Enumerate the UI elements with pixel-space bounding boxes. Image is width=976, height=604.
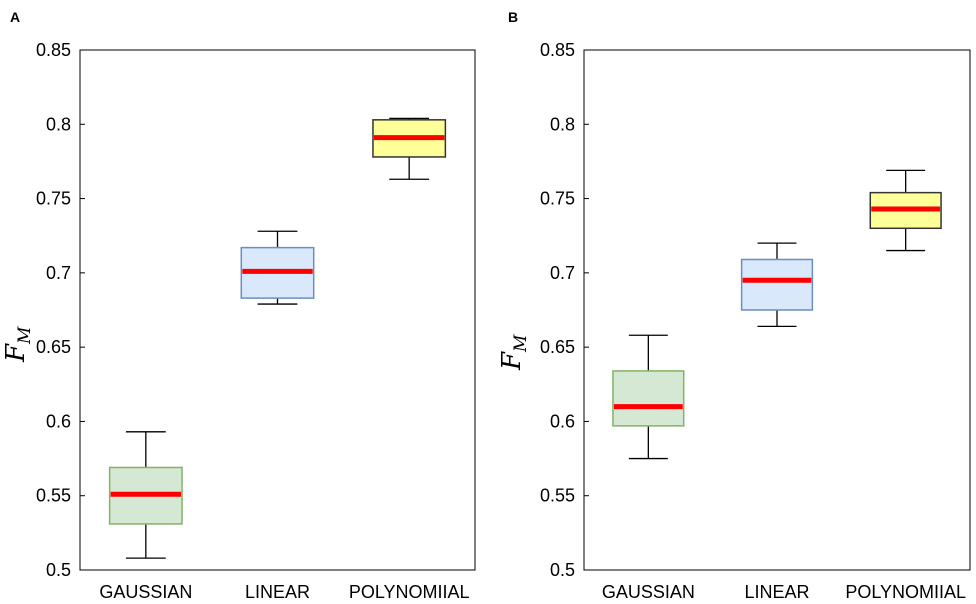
panel-a-box-linear bbox=[240, 230, 315, 305]
panel-a-label: A bbox=[10, 9, 20, 25]
panel-b-y-axis-label: FM bbox=[497, 334, 531, 371]
panel-b-y-tick-label: 0.55 bbox=[540, 486, 575, 506]
panel-b-box-gaussian-iqr bbox=[612, 370, 685, 427]
panel-a-box-gaussian bbox=[108, 431, 183, 559]
panel-a-y-tick-label: 0.8 bbox=[46, 114, 71, 134]
panel-a-y-tick-label: 0.55 bbox=[36, 486, 71, 506]
panel-a-y-tick-label: 0.65 bbox=[36, 337, 71, 357]
panel-b-y-tick-label: 0.6 bbox=[550, 411, 575, 431]
panel-b-y-tick-label: 0.8 bbox=[550, 114, 575, 134]
panel-a-y-tick-label: 0.5 bbox=[46, 560, 71, 580]
panel-b-box-linear bbox=[740, 242, 814, 327]
panel-a: A FM 0.5 0.55 0.6 0.65 0.7 0.75 0.8 0.85 GAUSSIA… bbox=[1, 9, 476, 602]
panel-a-plot-frame bbox=[79, 49, 476, 571]
panel-b-label: B bbox=[508, 9, 518, 25]
panel-a-x-tick-label-gaussian: GAUSSIAN bbox=[99, 582, 192, 602]
panel-b-y-tick-label: 0.7 bbox=[550, 263, 575, 283]
panel-b-plot-frame bbox=[583, 49, 971, 571]
panel-a-x-tick-label-linear: LINEAR bbox=[245, 582, 310, 602]
panel-b-x-tick-label-polynomiial: POLYNOMIIAL bbox=[845, 582, 966, 602]
panel-a-x-tick-label-polynomiial: POLYNOMIIAL bbox=[349, 582, 470, 602]
panel-b-x-tick-label-gaussian: GAUSSIAN bbox=[602, 582, 695, 602]
panel-b: B FM 0.5 0.55 0.6 0.65 0.7 0.75 0.8 0.85 GAUSSIA… bbox=[497, 9, 971, 602]
panel-a-y-tick-label: 0.6 bbox=[46, 411, 71, 431]
panel-b-y-tick-label: 0.75 bbox=[540, 189, 575, 209]
panel-b-y-tick-label: 0.85 bbox=[540, 40, 575, 60]
panel-a-box-polynomiial bbox=[372, 117, 447, 180]
panel-b-x-tick-label-linear: LINEAR bbox=[744, 582, 809, 602]
panel-a-y-tick-label: 0.85 bbox=[36, 40, 71, 60]
panel-b-box-polynomiial bbox=[869, 169, 942, 252]
panel-b-box-linear-iqr bbox=[740, 258, 814, 311]
panel-a-y-tick-label: 0.7 bbox=[46, 263, 71, 283]
panel-a-y-tick-label: 0.75 bbox=[36, 189, 71, 209]
panel-b-y-tick-label: 0.65 bbox=[540, 337, 575, 357]
panel-b-y-tick-label: 0.5 bbox=[550, 560, 575, 580]
panel-a-y-axis-label: FM bbox=[1, 326, 35, 363]
panel-b-box-gaussian bbox=[612, 334, 685, 460]
